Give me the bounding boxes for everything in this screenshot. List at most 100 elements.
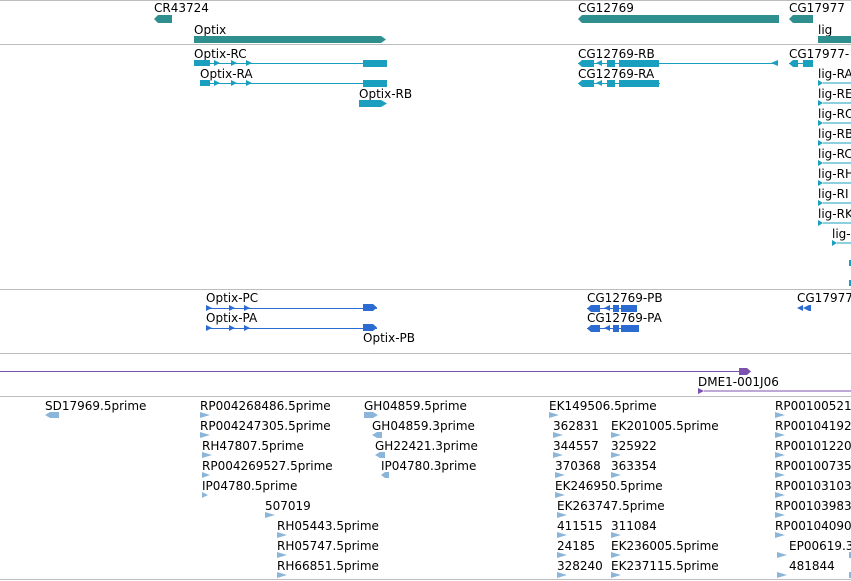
est-label[interactable]: 344557 — [553, 439, 599, 453]
transcript-feature[interactable] — [849, 260, 851, 266]
est-feature[interactable] — [775, 412, 785, 418]
est-label[interactable]: 363354 — [611, 459, 657, 473]
est-label[interactable]: EP00619.3 — [789, 539, 851, 553]
est-label[interactable]: 411515 — [557, 519, 603, 533]
transcript-label[interactable]: Optix-RC — [194, 47, 247, 61]
clone-feature[interactable] — [739, 368, 751, 375]
transcript-label[interactable]: lig-RH — [818, 167, 851, 181]
gene-feature[interactable] — [789, 15, 813, 23]
gene-label[interactable]: Optix — [194, 23, 227, 37]
est-feature[interactable] — [277, 552, 287, 558]
est-label[interactable]: RP00100521 — [775, 399, 851, 413]
est-label[interactable]: GH04859.3prime — [372, 419, 475, 433]
est-feature[interactable] — [849, 572, 851, 578]
gene-feature[interactable] — [194, 36, 386, 43]
transcript-label[interactable]: lig-RB — [818, 127, 851, 141]
est-feature[interactable] — [555, 492, 565, 498]
est-label[interactable]: 481844 — [789, 559, 835, 573]
protein-label[interactable]: Optix-PA — [206, 311, 258, 325]
est-feature[interactable] — [775, 512, 785, 518]
est-feature[interactable] — [777, 552, 787, 558]
est-feature[interactable] — [775, 432, 785, 438]
est-label[interactable]: SD17969.5prime — [45, 399, 147, 413]
est-label[interactable]: RP00104192 — [775, 419, 851, 433]
est-label[interactable]: RP00103983 — [775, 499, 851, 513]
est-feature[interactable] — [200, 412, 210, 418]
transcript-label[interactable]: CG12769-RA — [578, 67, 655, 81]
est-label[interactable]: EK263747.5prime — [557, 499, 665, 513]
est-label[interactable]: GH22421.3prime — [375, 439, 478, 453]
transcript-feature[interactable] — [818, 100, 851, 106]
est-feature[interactable] — [277, 572, 287, 578]
est-label[interactable]: 370368 — [555, 459, 601, 473]
est-label[interactable]: EK236005.5prime — [611, 539, 719, 553]
est-feature[interactable] — [375, 452, 385, 458]
est-label[interactable]: 24185 — [557, 539, 596, 553]
transcript-label[interactable]: lig-RO — [818, 107, 851, 121]
est-feature[interactable] — [557, 572, 567, 578]
est-feature[interactable] — [265, 512, 275, 518]
transcript-feature[interactable] — [818, 140, 851, 146]
transcript-feature[interactable] — [359, 100, 387, 107]
gene-label[interactable]: CG17977 — [789, 1, 845, 15]
gene-feature[interactable] — [578, 15, 779, 23]
est-label[interactable]: RH05443.5prime — [277, 519, 379, 533]
est-label[interactable]: RP00103103 — [775, 479, 851, 493]
est-label[interactable]: RP004268486.5prime — [200, 399, 331, 413]
est-label[interactable]: RH66851.5prime — [277, 559, 379, 573]
protein-label[interactable]: Optix-PB — [363, 331, 416, 345]
est-label[interactable]: 311084 — [611, 519, 657, 533]
est-label[interactable]: 362831 — [553, 419, 599, 433]
est-feature[interactable] — [364, 412, 378, 418]
est-label[interactable]: RP004269527.5prime — [202, 459, 333, 473]
transcript-label[interactable]: lig-RK — [818, 207, 851, 221]
est-feature[interactable] — [775, 492, 785, 498]
est-label[interactable]: RP004247305.5prime — [200, 419, 331, 433]
protein-feature[interactable] — [797, 305, 811, 311]
transcript-label[interactable]: lig-RC — [818, 147, 851, 161]
est-feature[interactable] — [611, 472, 621, 478]
est-label[interactable]: 325922 — [611, 439, 657, 453]
transcript-label[interactable]: CG12769-RB — [578, 47, 655, 61]
transcript-feature[interactable] — [818, 220, 851, 226]
transcript-feature[interactable] — [818, 160, 851, 166]
transcript-label[interactable]: Optix-RB — [359, 87, 413, 101]
transcript-feature[interactable] — [849, 280, 851, 286]
est-label[interactable]: EK149506.5prime — [549, 399, 657, 413]
est-feature[interactable] — [202, 452, 212, 458]
est-feature[interactable] — [611, 532, 621, 538]
est-feature[interactable] — [775, 472, 785, 478]
est-label[interactable]: GH04859.5prime — [364, 399, 467, 413]
est-label[interactable]: RH05747.5prime — [277, 539, 379, 553]
est-feature[interactable] — [372, 432, 382, 438]
est-feature[interactable] — [611, 552, 621, 558]
transcript-feature[interactable] — [818, 120, 851, 126]
est-feature[interactable] — [553, 452, 563, 458]
gene-feature[interactable] — [154, 15, 172, 23]
est-feature[interactable] — [611, 572, 621, 578]
gene-label[interactable]: CR43724 — [154, 1, 209, 15]
est-label[interactable]: IP04780.5prime — [202, 479, 298, 493]
est-feature[interactable] — [849, 552, 851, 558]
transcript-feature[interactable] — [818, 80, 851, 86]
est-feature[interactable] — [557, 512, 567, 518]
est-feature[interactable] — [45, 412, 59, 418]
transcript-label[interactable]: lig-RA — [818, 67, 851, 81]
transcript-label[interactable]: Optix-RA — [200, 67, 253, 81]
transcript-label[interactable]: lig-RE — [818, 87, 851, 101]
transcript-feature[interactable] — [832, 240, 851, 246]
protein-label[interactable]: Optix-PC — [206, 291, 259, 305]
est-feature[interactable] — [549, 412, 559, 418]
transcript-label[interactable]: lig-RI — [818, 187, 849, 201]
est-feature[interactable] — [381, 472, 389, 478]
protein-label[interactable]: CG12769-PA — [587, 311, 662, 325]
est-feature[interactable] — [775, 532, 785, 538]
est-feature[interactable] — [557, 532, 567, 538]
est-label[interactable]: EK201005.5prime — [611, 419, 719, 433]
clone-feature[interactable] — [698, 388, 851, 394]
est-feature[interactable] — [777, 572, 787, 578]
gene-feature[interactable] — [818, 36, 851, 43]
est-feature[interactable] — [202, 472, 210, 478]
est-label[interactable]: RP00101220 — [775, 439, 851, 453]
transcript-label[interactable]: lig- — [832, 227, 851, 241]
